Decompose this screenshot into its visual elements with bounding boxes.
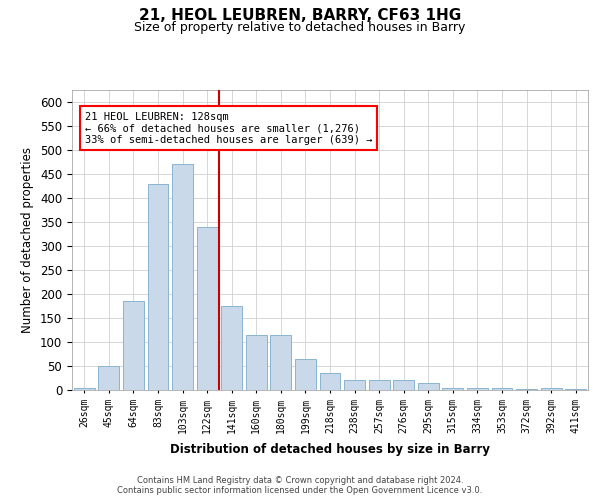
Bar (467, 388, 488, 390)
Bar (271, 335, 292, 390)
Text: Size of property relative to detached houses in Barry: Size of property relative to detached ho… (134, 21, 466, 34)
Bar (148, 184, 169, 390)
Bar (74, 388, 95, 390)
Bar (565, 389, 586, 390)
Bar (541, 388, 562, 390)
Text: 21 HEOL LEUBREN: 128sqm
← 66% of detached houses are smaller (1,276)
33% of semi: 21 HEOL LEUBREN: 128sqm ← 66% of detache… (85, 112, 372, 145)
Bar (393, 380, 414, 390)
Bar (368, 380, 389, 390)
Bar (344, 380, 365, 390)
Bar (98, 366, 119, 390)
Bar (418, 383, 439, 390)
Bar (123, 301, 144, 390)
Bar (442, 388, 463, 390)
Bar (320, 373, 340, 390)
Bar (246, 335, 267, 390)
Text: Distribution of detached houses by size in Barry: Distribution of detached houses by size … (170, 442, 490, 456)
Bar (197, 227, 218, 390)
Y-axis label: Number of detached properties: Number of detached properties (22, 147, 34, 333)
Bar (295, 359, 316, 390)
Bar (172, 164, 193, 390)
Text: 21, HEOL LEUBREN, BARRY, CF63 1HG: 21, HEOL LEUBREN, BARRY, CF63 1HG (139, 8, 461, 22)
Bar (221, 306, 242, 390)
Text: Contains HM Land Registry data © Crown copyright and database right 2024.
Contai: Contains HM Land Registry data © Crown c… (118, 476, 482, 495)
Bar (491, 388, 512, 390)
Bar (516, 389, 537, 390)
